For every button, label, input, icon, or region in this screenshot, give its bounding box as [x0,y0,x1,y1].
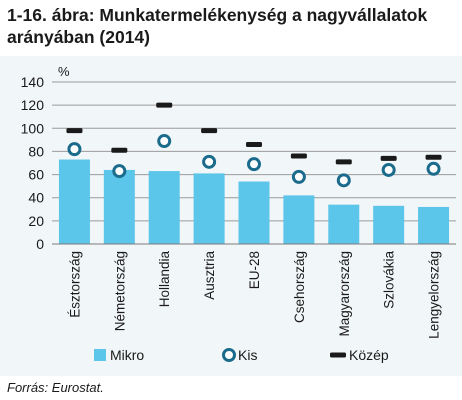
marker-circle [202,154,217,169]
marker-dash [380,155,397,161]
marker-dash [246,141,262,147]
marker-dash [425,154,442,160]
legend-label-mikro: Mikro [110,347,144,363]
marker-circle [67,142,82,157]
bar-mikro [193,173,225,244]
marker-circle [291,169,306,184]
marker-circle [381,162,396,177]
marker-circle [336,173,351,188]
legend-label-kis: Kis [238,347,257,363]
x-tick-label: Csehország [292,251,307,323]
bar-mikro [148,171,180,244]
marker-circle [112,164,127,179]
marker-circle [157,134,172,149]
x-tick-label: Szlovákia [382,251,397,309]
y-tick-label: 80 [28,143,44,159]
y-tick-label: 120 [21,97,45,113]
y-tick-label: 140 [21,74,45,90]
marker-circle [247,157,261,172]
x-tick-label: Hollandia [157,251,172,308]
bar-mikro [418,206,450,244]
legend-swatch-kozep [330,352,346,358]
y-tick-label: 20 [28,213,44,229]
x-tick-label: EU-28 [247,251,262,289]
y-tick-label: 40 [28,190,44,206]
marker-dash [66,128,83,134]
marker-dash [111,147,128,153]
legend-swatch-kis [222,348,236,362]
title-band: 1-16. ábra: Munkatermelékenység a nagyvá… [0,0,462,52]
figure-title: 1-16. ábra: Munkatermelékenység a nagyvá… [7,5,428,47]
marker-dash [335,159,352,165]
marker-dash [201,128,218,134]
x-tick-label: Ausztria [202,251,217,300]
source-note: Forrás: Eurostat. [7,380,104,395]
x-tick-label: Lengyelország [427,251,442,339]
y-tick-label: 60 [28,167,44,183]
bar-mikro [103,169,135,244]
bar-mikro [58,159,90,244]
bar-mikro [283,195,315,244]
legend-label-kozep: Közép [349,347,389,363]
x-tick-label: Észtország [67,251,82,318]
marker-dash [290,153,307,159]
marker-circle [426,161,441,176]
legend-swatch-mikro [94,349,106,361]
marker-dash [156,102,173,108]
bar-mikro [328,204,360,244]
y-tick-label: 100 [21,120,45,136]
x-tick-label: Németország [112,251,127,331]
x-tick-label: Magyarország [337,251,352,337]
y-tick-label: 0 [36,236,44,252]
bar-mikro [373,205,405,244]
y-axis-label: % [58,64,70,79]
bar-mikro [238,181,270,244]
